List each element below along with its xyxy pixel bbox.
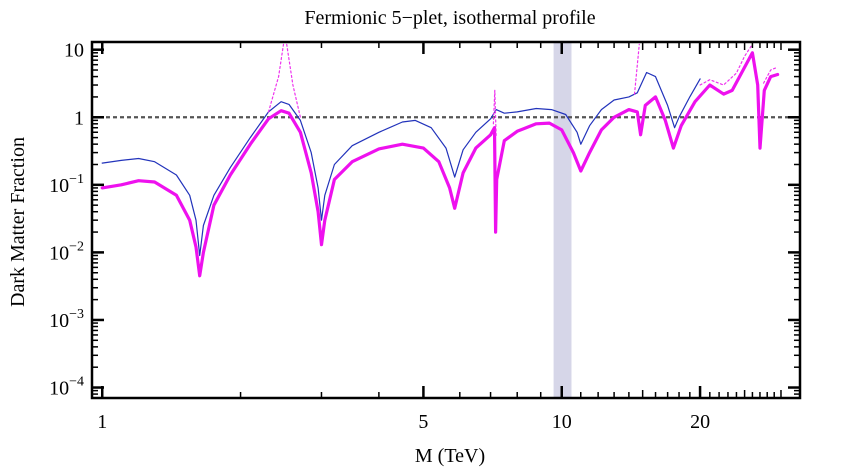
series-line-magenta-dotted-5 [763,66,779,84]
y-tick-label: 10−4 [49,375,84,400]
y-tick-label: 10−3 [49,307,84,332]
series-line-magenta-dotted-2 [492,89,497,139]
x-axis-title: M (TeV) [415,445,485,467]
y-tick-label: 1 [74,107,84,129]
series-line-magenta-dotted [267,43,285,113]
series-line-magenta-dotted-1 [286,43,301,118]
x-tick-label: 20 [690,411,710,433]
y-tick-label: 10−1 [49,172,84,197]
series-line-magenta-dotted-4 [699,43,753,86]
series-line-blue-thin [101,71,701,257]
series-line-magenta-thick [100,51,780,278]
shaded-band [553,42,572,398]
chart-title: Fermionic 5−plet, isothermal profile [304,7,595,29]
ticks-group [92,42,800,399]
plot-frame [90,40,802,400]
series-line-magenta-dotted-3 [633,43,640,95]
y-tick-label: 10−2 [49,239,84,264]
y-axis-title: Dark Matter Fraction [7,137,29,307]
y-tick-label: 10 [64,40,84,62]
x-tick-label: 10 [552,411,572,433]
x-tick-label: 1 [97,411,107,433]
shaded-band-rect [553,42,572,398]
series-group [100,43,780,278]
x-tick-label: 5 [418,411,428,433]
tick-labels-group: 1 5 10 20 10 1 10−1 10−2 10−3 10−4 [49,40,710,433]
